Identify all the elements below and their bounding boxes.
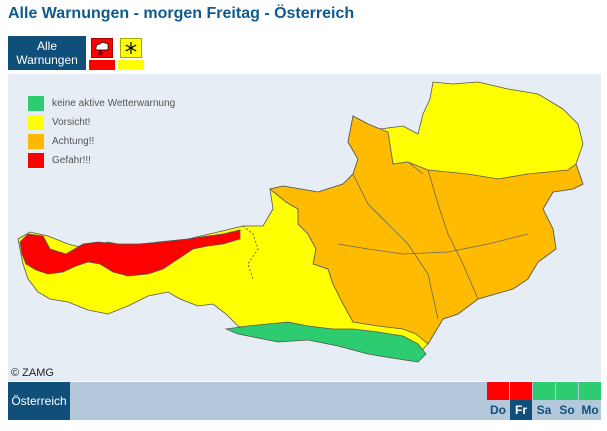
day-level-bar: [510, 382, 532, 400]
legend-item: Gefahr!!!: [28, 151, 175, 170]
region-red: [19, 229, 241, 277]
page-title: Alle Warnungen - morgen Freitag - Österr…: [8, 5, 355, 22]
day-level-bar: [487, 382, 509, 400]
legend-swatch-orange: [28, 134, 44, 149]
legend-label: keine aktive Wetterwarnung: [52, 98, 176, 109]
austria-map[interactable]: [8, 74, 601, 381]
thunderstorm-warning-icon: [91, 38, 113, 58]
day-level-bar: [579, 382, 601, 400]
legend-item: keine aktive Wetterwarnung: [28, 94, 175, 113]
map-legend: keine aktive Wetterwarnung Vorsicht! Ach…: [28, 94, 175, 170]
region-green: [224, 321, 427, 363]
legend-label: Vorsicht!: [52, 117, 91, 128]
day-label: So: [556, 400, 578, 420]
thunderstorm-level-bar: [89, 60, 115, 70]
copyright-text: © ZAMG: [11, 367, 54, 379]
day-level-bar: [533, 382, 555, 400]
legend-swatch-yellow: [28, 115, 44, 130]
day-tab-sa[interactable]: Sa: [533, 382, 555, 420]
legend-item: Achtung!!: [28, 132, 175, 151]
day-label: Sa: [533, 400, 555, 420]
day-label: Fr: [510, 400, 532, 420]
legend-label: Gefahr!!!: [52, 155, 91, 166]
snow-warning-button[interactable]: [118, 36, 144, 70]
legend-label: Achtung!!: [52, 136, 95, 147]
day-tab-do[interactable]: Do: [487, 382, 509, 420]
legend-swatch-red: [28, 153, 44, 168]
warning-type-bar: Alle Warnungen: [8, 36, 144, 70]
bottom-navigation: Österreich Do Fr Sa So Mo: [8, 382, 601, 420]
all-warnings-label-line1: Alle: [36, 39, 57, 53]
day-selector: Do Fr Sa So Mo: [486, 382, 601, 420]
all-warnings-label-line2: Warnungen: [16, 53, 78, 67]
day-label: Mo: [579, 400, 601, 420]
region-button-austria[interactable]: Österreich: [8, 382, 70, 420]
snow-warning-icon: [120, 38, 142, 58]
snow-level-bar: [118, 60, 144, 70]
warning-map: keine aktive Wetterwarnung Vorsicht! Ach…: [8, 74, 601, 381]
region-orange: [269, 115, 584, 345]
thunderstorm-warning-button[interactable]: [89, 36, 115, 70]
legend-item: Vorsicht!: [28, 113, 175, 132]
day-tab-so[interactable]: So: [556, 382, 578, 420]
day-tab-fr[interactable]: Fr: [510, 382, 532, 420]
day-tab-mo[interactable]: Mo: [579, 382, 601, 420]
day-label: Do: [487, 400, 509, 420]
day-level-bar: [556, 382, 578, 400]
all-warnings-button[interactable]: Alle Warnungen: [8, 36, 86, 70]
legend-swatch-green: [28, 96, 44, 111]
